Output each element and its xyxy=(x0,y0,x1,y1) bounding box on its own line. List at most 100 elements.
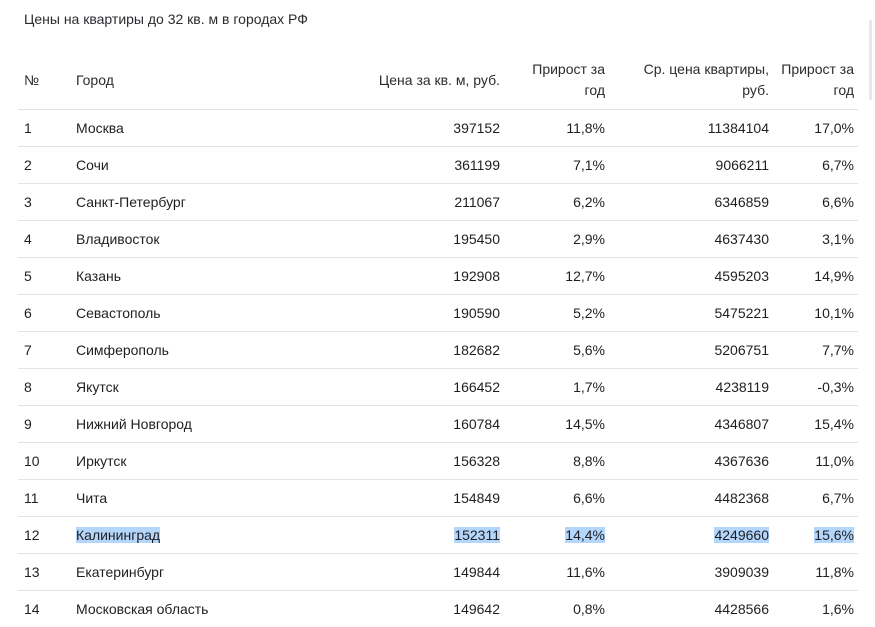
cell-price-growth: 0,8% xyxy=(573,600,605,617)
cell-avg-growth: 1,6% xyxy=(822,600,854,617)
selected-text: 152311 xyxy=(454,526,500,543)
cell-city: Владивосток xyxy=(76,220,270,258)
cell-price-growth: 14,5% xyxy=(504,405,609,443)
table-row[interactable]: 6 Севастополь 190590 5,2% 5475221 10,1% xyxy=(18,294,858,332)
table-row[interactable]: 9 Нижний Новгород 160784 14,5% 4346807 15,4% xyxy=(18,405,858,443)
table-row[interactable]: 10 Иркутск 156328 8,8% 4367636 11,0% xyxy=(18,442,858,480)
cell-price-growth: 7,1% xyxy=(504,146,609,184)
cell-avg-price: 4428566 xyxy=(714,600,769,617)
cell-price-growth: 8,8% xyxy=(504,442,609,480)
cell-avg-growth: 6,7% xyxy=(773,479,858,517)
vertical-scrollbar[interactable] xyxy=(869,20,872,100)
table-row[interactable]: 11 Чита 154849 6,6% 4482368 6,7% xyxy=(18,479,858,517)
table-row[interactable]: 3 Санкт-Петербург 211067 6,2% 6346859 6,6% xyxy=(18,183,858,221)
cell-price-growth: 6,2% xyxy=(504,183,609,221)
cell-avg-price: 5475221 xyxy=(609,294,773,332)
header-avg-price-line1: Ср. цена квартиры, xyxy=(643,61,769,78)
header-growth-price-line1: Прирост за xyxy=(532,61,605,78)
cell-num: 13 xyxy=(18,553,76,591)
table-row[interactable]: 7 Симферополь 182682 5,6% 5206751 7,7% xyxy=(18,331,858,369)
cell-price-growth: 14,4% xyxy=(504,516,609,554)
cell-num: 2 xyxy=(18,146,76,184)
table-title: Цены на квартиры до 32 кв. м в городах Р… xyxy=(24,11,308,27)
cell-price: 152311 xyxy=(270,516,504,554)
cell-city: Московская область xyxy=(76,600,209,617)
selected-text: 14,4% xyxy=(565,526,605,543)
cell-num: 6 xyxy=(18,294,76,332)
cell-price: 149844 xyxy=(270,553,504,591)
cell-avg-growth: 7,7% xyxy=(773,331,858,369)
cell-city: Иркутск xyxy=(76,442,270,480)
cell-avg-price: 9066211 xyxy=(609,146,773,184)
header-growth-price-line2: год xyxy=(584,82,605,99)
cell-avg-price: 4346807 xyxy=(609,405,773,443)
header-city: Город xyxy=(76,52,270,110)
cell-avg-growth: 15,6% xyxy=(773,516,858,554)
cell-num: 3 xyxy=(18,183,76,221)
cell-price: 154849 xyxy=(270,479,504,517)
cell-price: 361199 xyxy=(270,146,504,184)
cell-num: 10 xyxy=(18,442,76,480)
cell-city: Якутск xyxy=(76,368,270,406)
header-growth-avg: Прирост за год xyxy=(773,52,858,110)
cell-num: 8 xyxy=(18,368,76,406)
cell-num: 12 xyxy=(18,516,76,554)
table-row[interactable]: 2 Сочи 361199 7,1% 9066211 6,7% xyxy=(18,146,858,184)
table-row[interactable]: 5 Казань 192908 12,7% 4595203 14,9% xyxy=(18,257,858,295)
cell-num: 14 xyxy=(24,600,40,617)
header-num: № xyxy=(18,52,76,110)
cell-avg-price: 4482368 xyxy=(609,479,773,517)
cell-city: Москва xyxy=(76,109,270,147)
cell-price-growth: 6,6% xyxy=(504,479,609,517)
cell-price: 397152 xyxy=(270,109,504,147)
cell-city: Екатеринбург xyxy=(76,553,270,591)
cell-price: 160784 xyxy=(270,405,504,443)
cell-avg-price: 4238119 xyxy=(609,368,773,406)
cell-city: Нижний Новгород xyxy=(76,405,270,443)
cell-avg-growth: 6,7% xyxy=(773,146,858,184)
table-header-row: № Город Цена за кв. м, руб. Прирост за го… xyxy=(18,52,858,110)
cell-avg-price: 5206751 xyxy=(609,331,773,369)
cell-price: 192908 xyxy=(270,257,504,295)
cell-price-growth: 1,7% xyxy=(504,368,609,406)
cell-city: Симферополь xyxy=(76,331,270,369)
cell-price: 149642 xyxy=(453,600,500,617)
header-price: Цена за кв. м, руб. xyxy=(270,52,504,110)
cell-price: 156328 xyxy=(270,442,504,480)
cell-avg-growth: 11,0% xyxy=(773,442,858,480)
table-row[interactable]: 1 Москва 397152 11,8% 11384104 17,0% xyxy=(18,109,858,147)
cell-avg-growth: -0,3% xyxy=(773,368,858,406)
prices-table: № Город Цена за кв. м, руб. Прирост за го… xyxy=(18,52,858,627)
cell-price: 195450 xyxy=(270,220,504,258)
header-avg-price: Ср. цена квартиры, руб. xyxy=(609,52,773,110)
header-growth-avg-line2: год xyxy=(833,82,854,99)
table-row[interactable]: 13 Екатеринбург 149844 11,6% 3909039 11,8% xyxy=(18,553,858,591)
header-avg-price-line2: руб. xyxy=(742,82,769,99)
cell-price-growth: 11,8% xyxy=(504,109,609,147)
table-row[interactable]: 12 Калининград 152311 14,4% 4249660 15,6% xyxy=(18,516,858,554)
cell-city: Севастополь xyxy=(76,294,270,332)
cell-price-growth: 2,9% xyxy=(504,220,609,258)
cell-price-growth: 12,7% xyxy=(504,257,609,295)
cell-price: 190590 xyxy=(270,294,504,332)
cell-price: 211067 xyxy=(270,183,504,221)
table-row[interactable]: 4 Владивосток 195450 2,9% 4637430 3,1% xyxy=(18,220,858,258)
cell-avg-price: 11384104 xyxy=(609,109,773,147)
cell-city: Санкт-Петербург xyxy=(76,183,270,221)
cell-avg-price: 4595203 xyxy=(609,257,773,295)
header-growth-avg-line1: Прирост за xyxy=(781,61,854,78)
cell-avg-growth: 6,6% xyxy=(773,183,858,221)
cell-city: Казань xyxy=(76,257,270,295)
cell-price-growth: 11,6% xyxy=(504,553,609,591)
cell-price: 166452 xyxy=(270,368,504,406)
selected-text: 4249660 xyxy=(714,526,769,543)
cell-avg-growth: 10,1% xyxy=(773,294,858,332)
cell-avg-price: 4637430 xyxy=(609,220,773,258)
cell-price-growth: 5,2% xyxy=(504,294,609,332)
table-row[interactable]: 14 Московская область 149642 0,8% 4428566 1,6… xyxy=(18,590,858,627)
table-row[interactable]: 8 Якутск 166452 1,7% 4238119 -0,3% xyxy=(18,368,858,406)
cell-city: Калининград xyxy=(76,516,270,554)
cell-num: 1 xyxy=(18,109,76,147)
cell-avg-price: 6346859 xyxy=(609,183,773,221)
cell-avg-growth: 14,9% xyxy=(773,257,858,295)
